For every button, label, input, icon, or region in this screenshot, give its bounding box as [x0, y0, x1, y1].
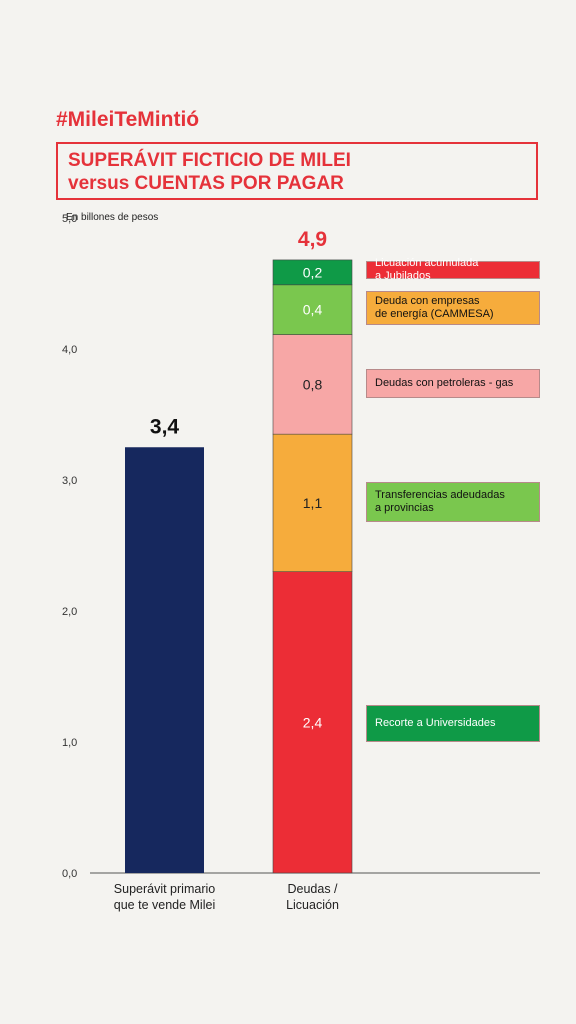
bar-deudas-segment [272, 334, 353, 435]
legend-text: Licuación acumulada a Jubilados [375, 257, 478, 283]
legend-text-line-2: a Jubilados [375, 270, 431, 282]
legend-text: Deudas con petroleras - gas [375, 377, 513, 390]
legend-text-line-1: Licuación acumulada [375, 257, 479, 269]
y-tick-label: 3,0 [62, 475, 77, 487]
total-label-deudas: 4,9 [298, 228, 327, 251]
legend-text-line-1: Deudas con petroleras - gas [375, 377, 514, 389]
title-line-1: SUPERÁVIT FICTICIO DE MILEI [68, 150, 351, 171]
legend-item: Deudas con petroleras - gas [366, 369, 540, 398]
bar-deudas-segment [272, 284, 353, 335]
segment-value-label: 2,4 [303, 714, 323, 730]
y-tick-label: 0,0 [62, 868, 77, 880]
y-tick-label: 1,0 [62, 737, 77, 749]
legend-text-line-1: Deuda con empresas [375, 295, 480, 307]
legend-item: Deuda con empresas de energía (CAMMESA) [366, 291, 540, 325]
category-label-line-1: Deudas / [287, 882, 338, 896]
bar-deudas-segment [272, 433, 353, 572]
chart-title: SUPERÁVIT FICTICIO DE MILEI versus CUENT… [56, 142, 538, 200]
legend-item: Transferencias adeudadas a provincias [366, 482, 540, 522]
y-tick-label: 2,0 [62, 606, 77, 618]
legend-text: Recorte a Universidades [375, 717, 495, 730]
legend-text-line-2: a provincias [375, 502, 434, 514]
segment-value-label: 0,4 [303, 302, 323, 318]
title-line-2: versus CUENTAS POR PAGAR [68, 173, 344, 194]
legend-text: Transferencias adeudadas a provincias [375, 489, 505, 515]
segment-value-label: 0,8 [303, 376, 323, 392]
legend-item: Recorte a Universidades [366, 705, 540, 742]
y-tick-label: 4,0 [62, 344, 77, 356]
segment-value-label: 0,2 [303, 264, 323, 280]
hashtag: #MileiTeMintió [56, 108, 200, 131]
bar-deudas-segment [272, 259, 353, 286]
legend-text: Deuda con empresas de energía (CAMMESA) [375, 295, 494, 321]
bar-deudas-segment [272, 571, 353, 874]
y-tick-label: 5,0 [62, 213, 77, 225]
category-label-line-2: que te vende Milei [114, 898, 215, 912]
units-subtitle: En billones de pesos [66, 212, 159, 223]
legend-text-line-2: de energía (CAMMESA) [375, 308, 494, 320]
legend-text-line-1: Recorte a Universidades [375, 717, 496, 729]
bar-superavit [125, 447, 204, 873]
category-label-line-2: Licuación [286, 898, 339, 912]
total-label-superavit: 3,4 [150, 415, 180, 438]
legend-item: Licuación acumulada a Jubilados [366, 257, 540, 282]
category-label-line-1: Superávit primario [114, 882, 215, 896]
legend-text-line-1: Transferencias adeudadas [375, 489, 505, 501]
segment-value-label: 1,1 [303, 495, 323, 511]
